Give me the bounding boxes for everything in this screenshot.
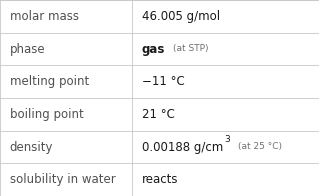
Text: 3: 3 — [224, 135, 230, 144]
Text: (at STP): (at STP) — [173, 44, 209, 54]
Text: boiling point: boiling point — [10, 108, 83, 121]
Text: 21 °C: 21 °C — [142, 108, 175, 121]
Text: phase: phase — [10, 43, 45, 55]
Text: molar mass: molar mass — [10, 10, 78, 23]
Text: 0.00188 g/cm: 0.00188 g/cm — [142, 141, 223, 153]
Text: density: density — [10, 141, 53, 153]
Text: solubility in water: solubility in water — [10, 173, 115, 186]
Text: (at 25 °C): (at 25 °C) — [238, 142, 282, 152]
Text: gas: gas — [142, 43, 165, 55]
Text: −11 °C: −11 °C — [142, 75, 185, 88]
Text: 46.005 g/mol: 46.005 g/mol — [142, 10, 220, 23]
Text: melting point: melting point — [10, 75, 89, 88]
Text: reacts: reacts — [142, 173, 178, 186]
